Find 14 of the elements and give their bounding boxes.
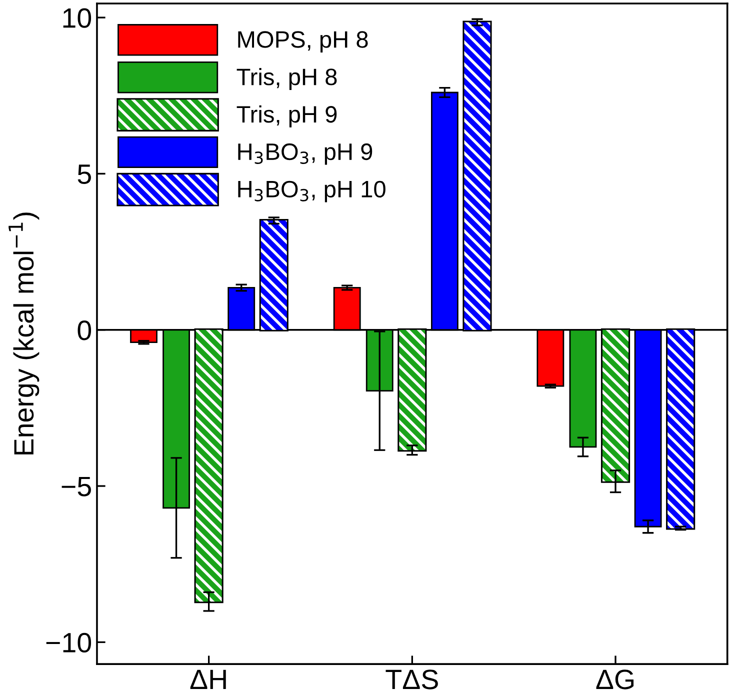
x-tick-label: ΔH bbox=[190, 670, 226, 690]
y-tick-label: −5 bbox=[62, 476, 91, 496]
y-tick-label: 0 bbox=[78, 320, 92, 340]
legend-label: Tris, pH 9 bbox=[236, 105, 337, 128]
x-tick-label: ΔG bbox=[596, 670, 634, 690]
legend-label: MOPS, pH 8 bbox=[238, 31, 368, 53]
legend-label: H$_{3}$BO$_{3}$, pH 9 bbox=[238, 143, 372, 165]
legend-label: Tris, pH 8 bbox=[236, 68, 337, 90]
legend-label: H$_{3}$BO$_{3}$, pH 10 bbox=[238, 180, 386, 202]
y-axis-title: Energy (kcal mol$^{−1}$) bbox=[8, 212, 40, 454]
y-tick-label: 10 bbox=[63, 8, 92, 28]
y-tick-label: −10 bbox=[46, 632, 92, 653]
x-tick-label: TΔS bbox=[386, 670, 438, 690]
y-tick-label: 5 bbox=[78, 164, 91, 184]
